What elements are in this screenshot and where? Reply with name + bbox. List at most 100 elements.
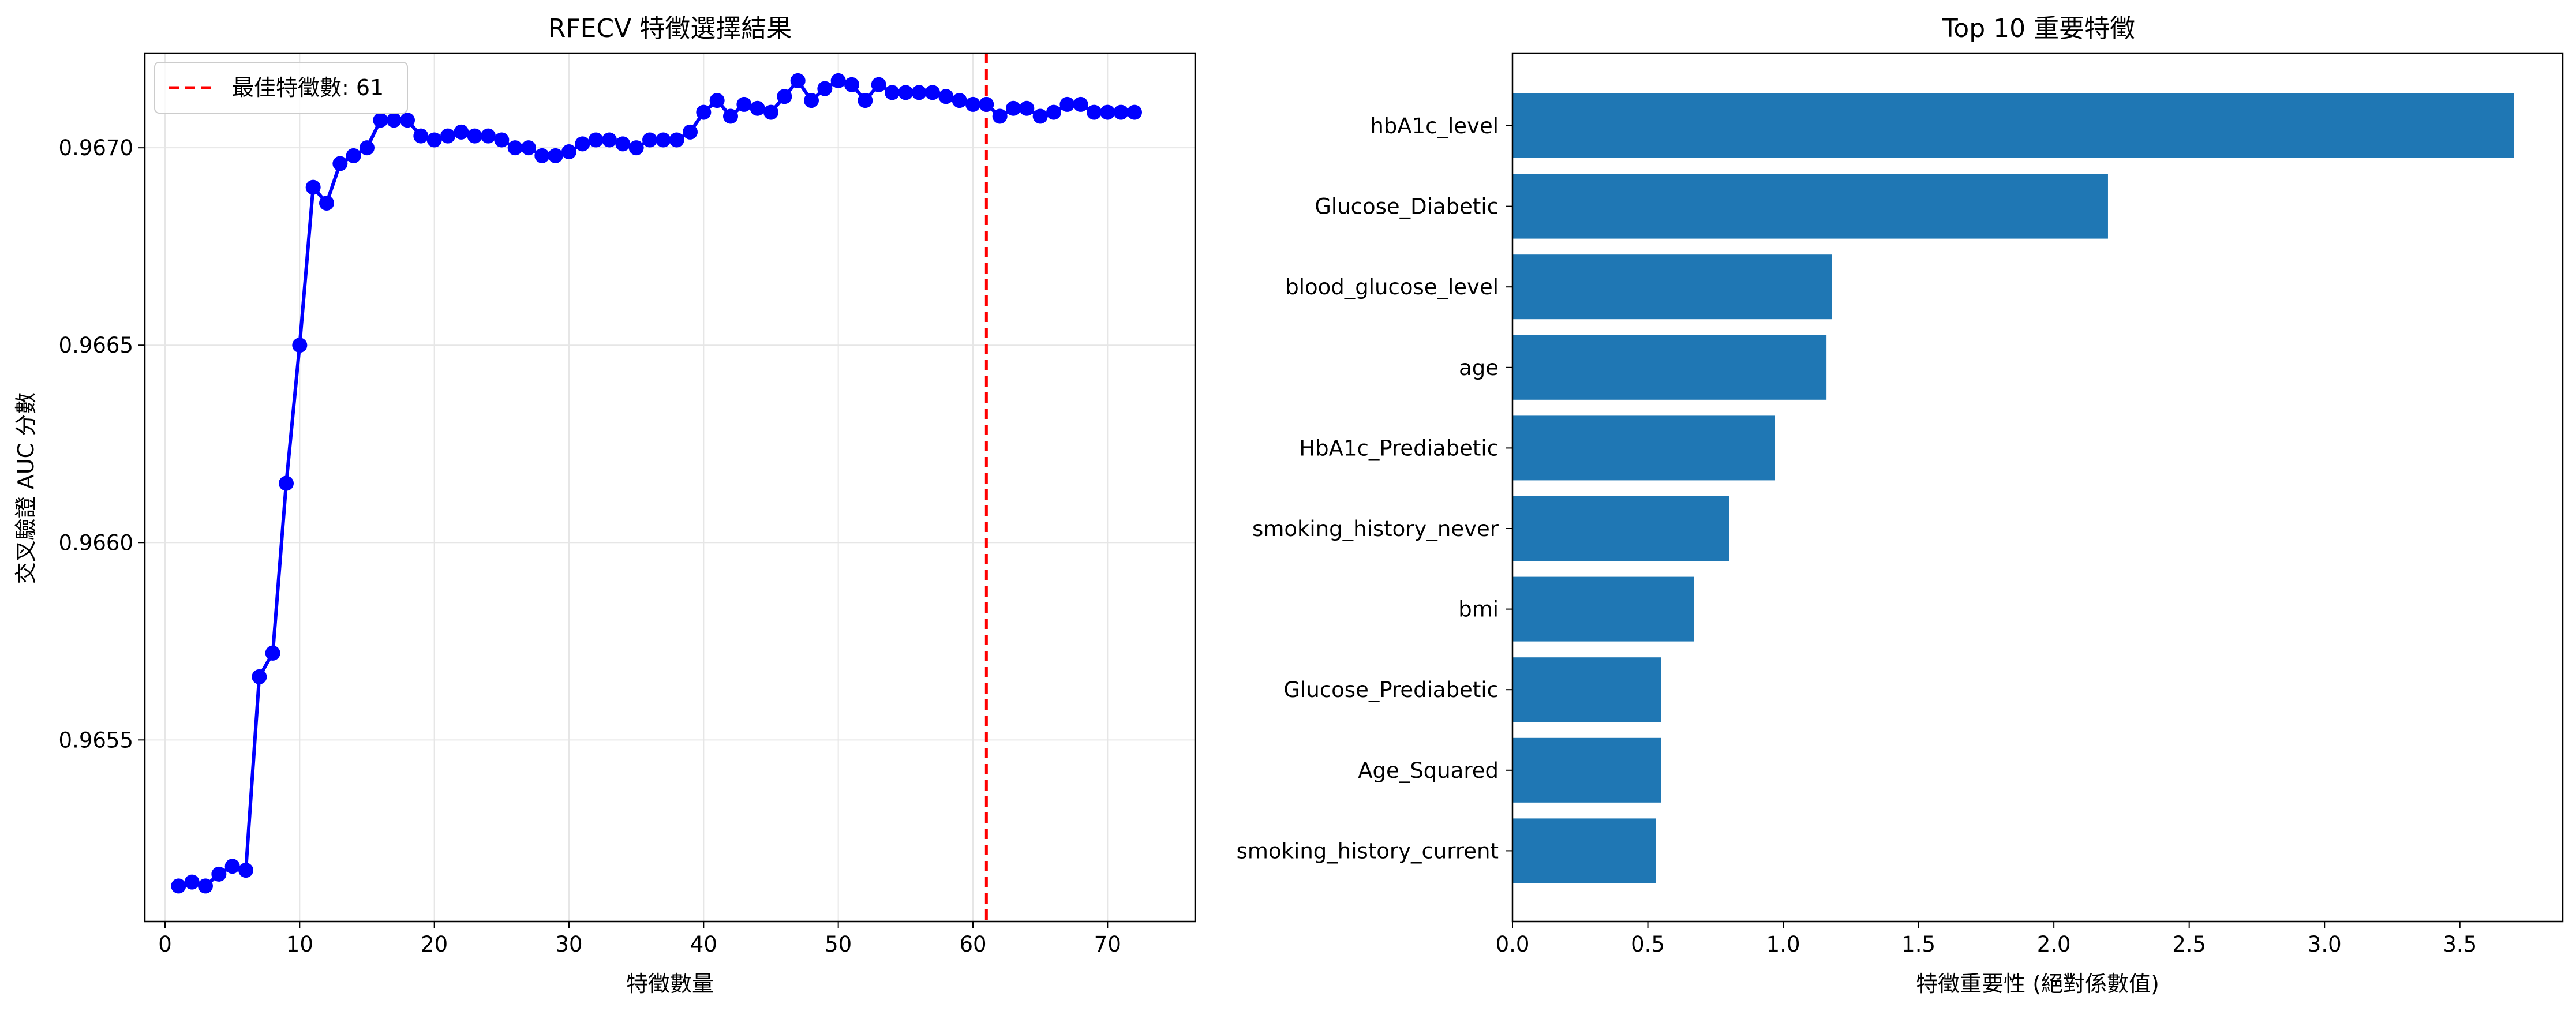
auc-point bbox=[494, 132, 510, 148]
importance-bar bbox=[1512, 335, 1827, 400]
auc-point bbox=[319, 195, 334, 211]
auc-point bbox=[1073, 96, 1088, 112]
auc-point bbox=[615, 136, 631, 152]
x-tick-label: 40 bbox=[690, 932, 717, 957]
auc-point bbox=[736, 96, 752, 112]
y-tick-label: 0.9670 bbox=[59, 136, 133, 160]
auc-point bbox=[481, 128, 496, 144]
auc-point bbox=[817, 81, 833, 96]
auc-point bbox=[561, 144, 576, 160]
auc-point bbox=[521, 140, 536, 156]
auc-point bbox=[885, 85, 900, 100]
auc-point bbox=[238, 863, 253, 878]
auc-point bbox=[292, 338, 308, 353]
category-label: smoking_history_never bbox=[1252, 516, 1499, 541]
x-tick-label: 60 bbox=[959, 932, 986, 957]
x-tick-label: 2.0 bbox=[2037, 932, 2071, 957]
auc-point bbox=[400, 113, 415, 128]
auc-point bbox=[426, 132, 442, 148]
auc-point bbox=[750, 100, 765, 116]
auc-point bbox=[1046, 104, 1061, 120]
auc-point bbox=[602, 132, 617, 148]
rfecv-legend: 最佳特徵數: 61 bbox=[154, 62, 408, 114]
auc-point bbox=[211, 866, 227, 882]
auc-point bbox=[198, 878, 213, 894]
auc-point bbox=[171, 878, 186, 894]
auc-point bbox=[305, 179, 321, 195]
auc-point bbox=[252, 669, 267, 684]
importance-bar bbox=[1512, 415, 1775, 481]
importance-bar bbox=[1512, 254, 1832, 320]
auc-point bbox=[454, 124, 469, 140]
auc-point bbox=[871, 77, 886, 92]
importance-x-axis-ticks: 0.0 0.5 1.0 1.5 2.0 2.5 3.0 3.5 bbox=[1496, 922, 2477, 957]
x-tick-label: 0.5 bbox=[1631, 932, 1665, 957]
x-tick-label: 50 bbox=[825, 932, 852, 957]
category-label: smoking_history_current bbox=[1237, 838, 1499, 863]
x-tick-label: 1.5 bbox=[1901, 932, 1935, 957]
rfecv-x-axis-label: 特徵數量 bbox=[626, 971, 714, 997]
auc-point bbox=[588, 132, 604, 148]
auc-point bbox=[373, 113, 388, 128]
auc-point bbox=[763, 104, 778, 120]
rfecv-x-axis-ticks: 0 10 20 30 40 50 60 70 bbox=[158, 922, 1121, 957]
auc-point bbox=[979, 96, 994, 112]
category-label: blood_glucose_level bbox=[1285, 275, 1499, 299]
x-tick-label: 30 bbox=[555, 932, 582, 957]
auc-point bbox=[386, 113, 402, 128]
legend-box bbox=[154, 62, 408, 114]
auc-point bbox=[1059, 96, 1075, 112]
auc-point bbox=[804, 93, 819, 108]
importance-bar bbox=[1512, 174, 2108, 239]
importance-y-axis-ticks: hbA1c_level Glucose_Diabetic blood_glucose… bbox=[1237, 114, 1512, 863]
x-tick-label: 0.0 bbox=[1496, 932, 1530, 957]
auc-point bbox=[830, 73, 846, 88]
auc-point bbox=[1100, 104, 1115, 120]
rfecv-chart: RFECV 特徵選擇結果 0 10 20 30 40 50 60 70 0.9655 0.966… bbox=[13, 14, 1196, 997]
auc-point bbox=[575, 136, 590, 152]
auc-point bbox=[507, 140, 523, 156]
auc-point bbox=[925, 85, 940, 100]
category-label: Glucose_Prediabetic bbox=[1283, 677, 1499, 702]
x-tick-label: 2.5 bbox=[2172, 932, 2206, 957]
auc-point bbox=[1127, 104, 1142, 120]
category-label: HbA1c_Prediabetic bbox=[1299, 436, 1499, 460]
auc-point bbox=[346, 148, 361, 163]
importance-bars bbox=[1512, 93, 2514, 883]
auc-point bbox=[992, 108, 1008, 124]
auc-point bbox=[965, 96, 980, 112]
auc-point bbox=[898, 85, 913, 100]
rfecv-series bbox=[171, 73, 1142, 894]
rfecv-title: RFECV 特徵選擇結果 bbox=[548, 14, 792, 43]
category-label: Age_Squared bbox=[1358, 758, 1499, 783]
auc-point bbox=[1032, 108, 1048, 124]
importance-plot-frame bbox=[1511, 52, 2564, 923]
category-label: Glucose_Diabetic bbox=[1315, 194, 1499, 219]
importance-chart: Top 10 重要特徵 0.0 0.5 1.0 1.5 2.0 2.5 3.0 3.5 hbA… bbox=[1237, 14, 2564, 997]
auc-point bbox=[642, 132, 657, 148]
importance-title: Top 10 重要特徵 bbox=[1942, 14, 2135, 43]
auc-point bbox=[1087, 104, 1102, 120]
x-tick-label: 3.5 bbox=[2443, 932, 2477, 957]
y-tick-label: 0.9660 bbox=[59, 530, 133, 555]
auc-point bbox=[360, 140, 375, 156]
rfecv-plot-frame bbox=[144, 52, 1196, 923]
x-tick-label: 20 bbox=[421, 932, 448, 957]
auc-point bbox=[790, 73, 806, 88]
auc-point bbox=[683, 124, 698, 140]
auc-point bbox=[696, 104, 712, 120]
x-tick-label: 1.0 bbox=[1766, 932, 1800, 957]
y-tick-label: 0.9655 bbox=[59, 728, 133, 752]
importance-bar bbox=[1512, 818, 1656, 883]
auc-point bbox=[777, 89, 792, 104]
auc-point bbox=[1019, 100, 1035, 116]
rfecv-y-axis-ticks: 0.9655 0.9660 0.9665 0.9670 bbox=[59, 136, 145, 752]
legend-label: 最佳特徵數: 61 bbox=[232, 75, 384, 100]
auc-point bbox=[279, 475, 294, 491]
rfecv-y-axis-label: 交叉驗證 AUC 分數 bbox=[13, 392, 39, 585]
importance-bar bbox=[1512, 576, 1694, 642]
auc-point bbox=[332, 156, 348, 171]
category-label: bmi bbox=[1458, 597, 1499, 622]
